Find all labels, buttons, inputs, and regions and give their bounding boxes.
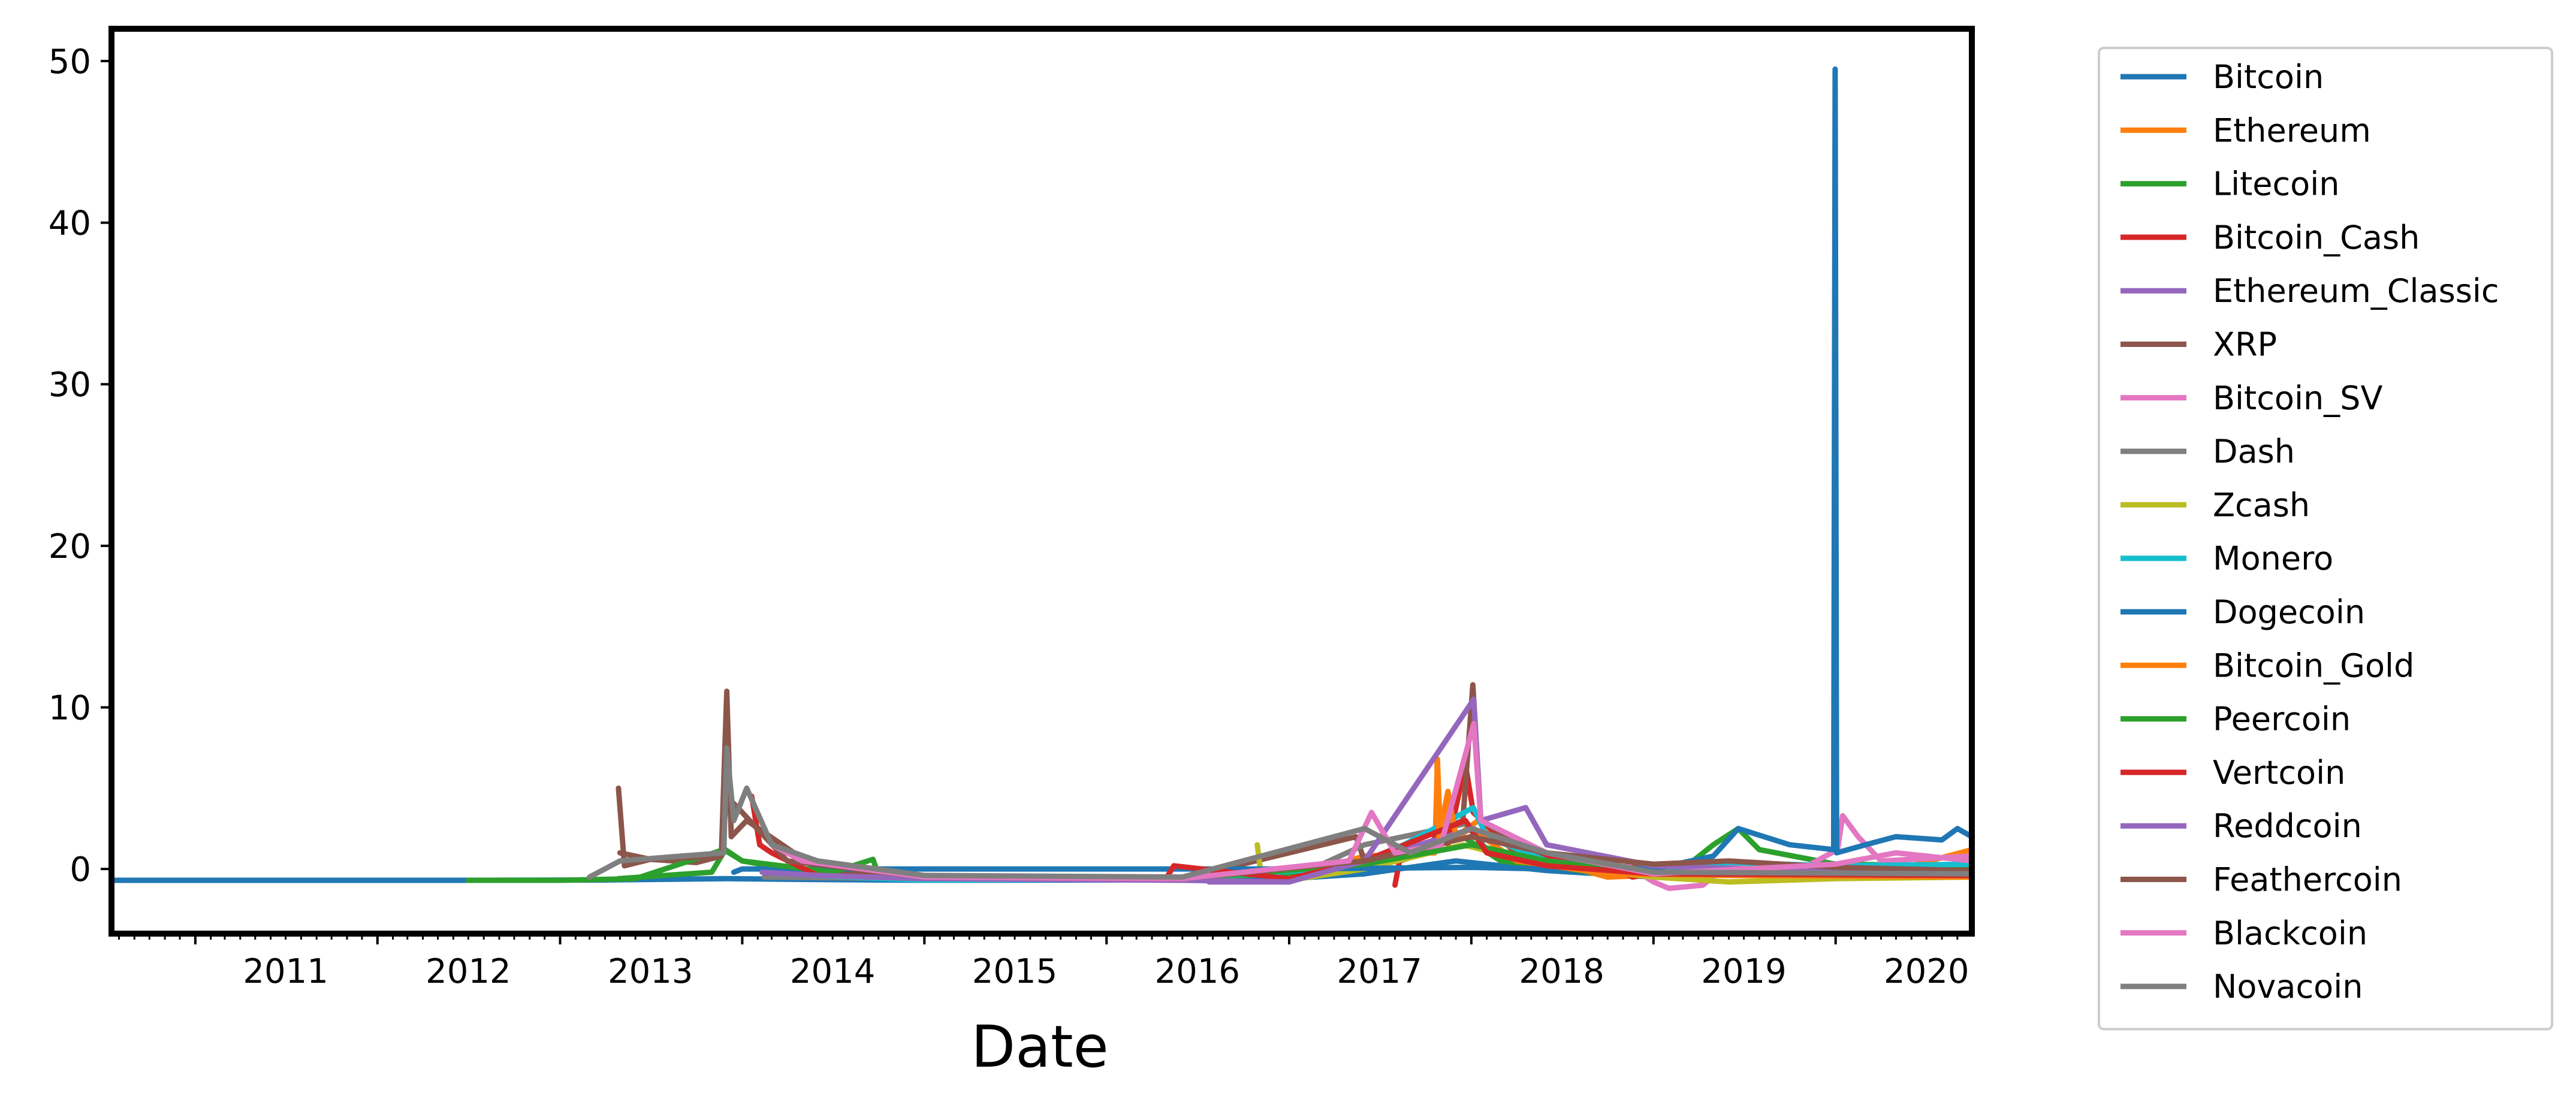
- legend-label: Novacoin: [2213, 968, 2363, 1006]
- x-axis-title: Date: [971, 1013, 1108, 1080]
- legend-entry: Monero: [2120, 540, 2333, 578]
- x-tick-label: 2019: [1701, 952, 1787, 991]
- series-line-novacoin: [587, 745, 1972, 880]
- y-tick-label: 40: [49, 204, 91, 243]
- legend-label: Blackcoin: [2213, 914, 2367, 952]
- legend-label: Bitcoin_Gold: [2213, 647, 2414, 684]
- plot-frame: [108, 26, 1975, 937]
- y-tick-label: 30: [49, 366, 91, 404]
- plot-area: [108, 26, 1975, 937]
- legend-label: Feathercoin: [2213, 861, 2402, 899]
- x-tick-label: 2014: [790, 952, 876, 991]
- x-tick-label: 2015: [972, 952, 1058, 991]
- legend-label: XRP: [2213, 326, 2277, 364]
- legend-label: Bitcoin_SV: [2213, 379, 2382, 417]
- y-tick-label: 10: [49, 689, 91, 728]
- legend-entry: Zcash: [2120, 486, 2310, 524]
- legend-entry: Peercoin: [2120, 701, 2351, 738]
- legend-label: Vertcoin: [2213, 754, 2345, 792]
- legend-label: Dogecoin: [2213, 593, 2365, 631]
- legend-entry: Ethereum: [2120, 111, 2371, 149]
- legend-entry: Feathercoin: [2120, 861, 2402, 899]
- legend-entry: Bitcoin: [2120, 58, 2324, 96]
- y-tick-label: 20: [49, 527, 91, 566]
- x-tick-label: 2011: [243, 952, 328, 991]
- legend-entry: XRP: [2120, 326, 2277, 364]
- y-tick-label: 0: [70, 850, 91, 889]
- x-tick-label: 2017: [1337, 952, 1422, 991]
- legend-entry: Novacoin: [2120, 968, 2363, 1006]
- legend: Bitcoin Ethereum Litecoin Bitcoin_Cash Ether…: [2098, 47, 2553, 1031]
- legend-label: Litecoin: [2213, 165, 2339, 203]
- legend-entry: Bitcoin_Gold: [2120, 647, 2414, 684]
- legend-entry: Ethereum_Classic: [2120, 272, 2499, 310]
- legend-label: Ethereum: [2213, 111, 2371, 149]
- legend-entry: Reddcoin: [2120, 807, 2362, 845]
- x-tick-label: 2012: [426, 952, 511, 991]
- legend-label: Zcash: [2213, 486, 2310, 524]
- legend-entry: Dash: [2120, 433, 2295, 470]
- legend-label: Reddcoin: [2213, 807, 2362, 845]
- y-axis: 0 10 20 30 40 50: [49, 43, 111, 889]
- legend-entry: Bitcoin_SV: [2120, 379, 2382, 417]
- x-tick-label: 2013: [608, 952, 693, 991]
- legend-box: [2098, 47, 2553, 1031]
- y-tick-label: 50: [49, 43, 91, 81]
- legend-entry: Dogecoin: [2120, 593, 2365, 631]
- legend-label: Bitcoin_Cash: [2213, 219, 2420, 256]
- series-line-dogecoin: [731, 66, 1972, 875]
- legend-entry: Vertcoin: [2120, 754, 2345, 792]
- legend-label: Monero: [2213, 540, 2333, 578]
- x-axis: 2011 2012 2013 2014 2015 2016 2017 2018 2019 2020: [117, 934, 1969, 991]
- x-tick-label: 2020: [1884, 952, 1969, 991]
- legend-entry: Litecoin: [2120, 165, 2339, 203]
- legend-label: Dash: [2213, 433, 2295, 470]
- x-tick-label: 2018: [1519, 952, 1604, 991]
- legend-label: Peercoin: [2213, 701, 2351, 738]
- legend-entry: Bitcoin_Cash: [2120, 219, 2420, 256]
- x-tick-label: 2016: [1155, 952, 1241, 991]
- legend-entry: Blackcoin: [2120, 914, 2367, 952]
- legend-label: Ethereum_Classic: [2213, 272, 2499, 310]
- legend-label: Bitcoin: [2213, 58, 2324, 96]
